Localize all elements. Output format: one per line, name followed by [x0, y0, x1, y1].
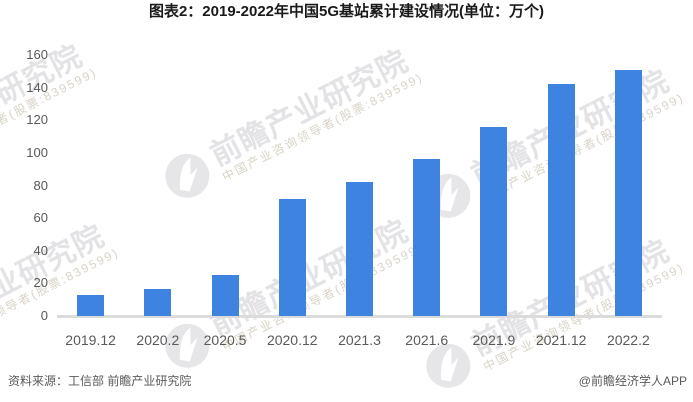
- x-axis-label: 2021.9: [472, 332, 516, 348]
- x-axis-line: [57, 315, 662, 318]
- credit-note: @前瞻经济学人APP: [578, 374, 687, 388]
- chart-title: 图表2：2019-2022年中国5G基站累计建设情况(单位：万个): [148, 3, 545, 20]
- watermark-tile: 前瞻产业研究院 中国产业咨询领导者(股票:839599): [156, 210, 426, 381]
- y-axis-tick-label: 40: [33, 242, 48, 258]
- y-axis-tick-label: 140: [26, 79, 48, 95]
- qianzhan-logo-icon: [417, 335, 481, 401]
- qianzhan-logo-icon: [156, 315, 220, 381]
- bar-2020.12: [278, 199, 306, 316]
- bar-2021.3: [346, 182, 373, 316]
- bar-2021.6: [413, 159, 441, 316]
- y-axis-tick-label: 100: [26, 144, 48, 160]
- y-axis-tick-label: 0: [40, 308, 48, 323]
- y-axis-tick-label: 20: [33, 275, 48, 291]
- watermark-tile: 前瞻产业研究院 中国产业咨询领导者(股票:839599): [417, 230, 687, 401]
- bar-2019.12: [77, 295, 105, 316]
- y-axis-tick-label: 60: [33, 210, 48, 226]
- bar-2021.9: [480, 127, 508, 316]
- x-axis-label: 2019.12: [65, 332, 116, 348]
- source-note: 资料来源：工信部 前瞻产业研究院: [8, 374, 192, 388]
- x-axis-label: 2020.5: [203, 332, 247, 348]
- bar-2020.2: [144, 289, 172, 316]
- y-axis-tick-label: 120: [26, 112, 48, 128]
- bar-2021.12: [547, 84, 575, 316]
- x-axis-label: 2021.3: [338, 332, 381, 348]
- x-axis-label: 2022.2: [606, 332, 650, 348]
- x-axis-label: 2021.12: [535, 332, 587, 348]
- y-axis-tick-label: 160: [26, 47, 48, 62]
- x-axis-label: 2020.2: [136, 332, 180, 348]
- watermark-tile: 前瞻产业研究院 中国产业咨询领导者(股票:839599): [156, 40, 426, 211]
- bar-2022.2: [614, 70, 642, 316]
- bar-2020.5: [211, 275, 239, 316]
- y-axis-tick-label: 80: [33, 177, 48, 193]
- x-axis-label: 2020.12: [266, 332, 318, 348]
- qianzhan-logo-icon: [156, 145, 220, 211]
- x-axis-label: 2021.6: [405, 332, 449, 348]
